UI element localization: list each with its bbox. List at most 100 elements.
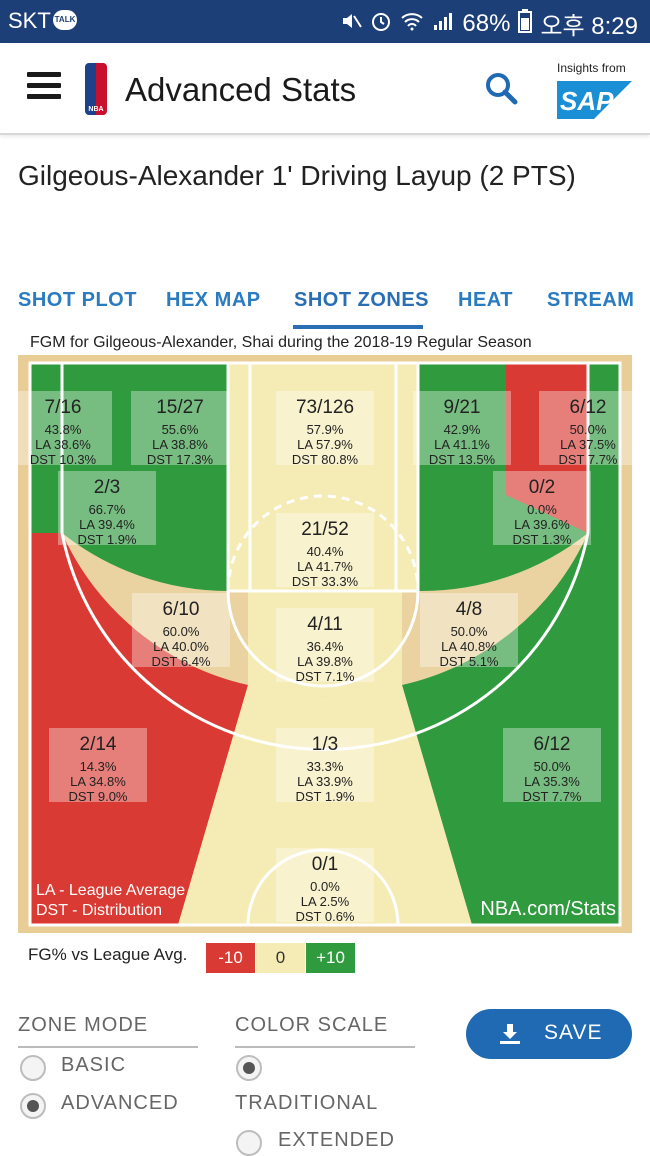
- zone-mode-basic-radio[interactable]: [20, 1055, 46, 1081]
- zone-left-wing-mid: 15/27 55.6%LA 38.8%DST 17.3%: [131, 391, 229, 467]
- sap-text: SAP: [560, 86, 614, 116]
- zone-dst: DST 13.5%: [429, 452, 496, 467]
- zone-la: LA 39.8%: [297, 654, 353, 669]
- zone-fg-pct: 57.9%: [307, 422, 344, 437]
- zone-dst: DST 1.9%: [77, 532, 136, 547]
- zone-fg-pct: 50.0%: [570, 422, 607, 437]
- zone-fgm-fga: 0/2: [529, 477, 555, 498]
- zone-fg-pct: 0.0%: [527, 502, 557, 517]
- zone-la: LA 38.8%: [152, 437, 208, 452]
- zone-right-elbow-mid: 4/8 50.0%LA 40.8%DST 5.1%: [420, 593, 518, 669]
- zone-mode-basic-label[interactable]: BASIC: [61, 1054, 127, 1076]
- clock: 오후 8:29: [540, 13, 638, 40]
- zone-fg-pct: 14.3%: [80, 759, 117, 774]
- court-lines: [28, 361, 622, 927]
- zone-label-box: [49, 728, 147, 802]
- zone-fgm-fga: 0/1: [312, 854, 338, 875]
- zone-left-corner-3: 7/16 43.8%LA 38.6%DST 10.3%: [18, 391, 112, 467]
- zone-region-4: [402, 533, 620, 925]
- insights-label: Insights from: [557, 61, 626, 75]
- download-icon: [500, 1024, 520, 1044]
- zone-la: LA 2.5%: [301, 894, 350, 909]
- zone-dst: DST 10.3%: [30, 452, 97, 467]
- zone-fgm-fga: 7/16: [45, 397, 82, 418]
- watermark: NBA.com/Stats: [480, 898, 616, 920]
- page-title: Gilgeous-Alexander 1' Driving Layup (2 P…: [18, 160, 576, 191]
- zone-fg-pct: 50.0%: [451, 624, 488, 639]
- zone-dst: DST 5.1%: [439, 654, 498, 669]
- zone-la: LA 41.1%: [434, 437, 490, 452]
- save-button[interactable]: SAVE: [466, 1009, 632, 1059]
- zone-right-corner-3: 6/12 50.0%LA 37.5%DST 7.7%: [539, 391, 632, 467]
- zone-region-8: [248, 591, 402, 697]
- zone-left-elbow-mid: 6/10 60.0%LA 40.0%DST 6.4%: [132, 593, 230, 669]
- zone-fgm-fga: 6/10: [163, 599, 200, 620]
- nba-logo: NBA: [85, 63, 107, 115]
- zone-label-box: [413, 391, 511, 465]
- zone-la: LA 40.8%: [441, 639, 497, 654]
- menu-icon[interactable]: [27, 72, 61, 100]
- zone-dst: DST 80.8%: [292, 452, 359, 467]
- zone-fg-pct: 0.0%: [310, 879, 340, 894]
- tab-heat[interactable]: HEAT: [458, 289, 513, 311]
- zone-region-7: [228, 363, 418, 591]
- color-scale-extended-radio[interactable]: [236, 1130, 262, 1156]
- zone-backcourt: 0/1 0.0%LA 2.5%DST 0.6%: [276, 848, 374, 924]
- zone-fg-pct: 33.3%: [307, 759, 344, 774]
- zone-dst: DST 33.3%: [292, 574, 359, 589]
- zone-fgm-fga: 4/11: [307, 614, 343, 635]
- zone-restricted-area: 73/126 57.9%LA 57.9%DST 80.8%: [276, 391, 374, 467]
- zone-dst: DST 6.4%: [151, 654, 210, 669]
- zone-fgm-fga: 21/52: [301, 519, 349, 540]
- zone-left-wing-3: 2/14 14.3%LA 34.8%DST 9.0%: [49, 728, 147, 804]
- zone-fgm-fga: 2/3: [94, 477, 120, 498]
- tab-hex-map[interactable]: HEX MAP: [166, 289, 261, 311]
- zone-right-wing-mid: 9/21 42.9%LA 41.1%DST 13.5%: [413, 391, 511, 467]
- zone-la: LA 33.9%: [297, 774, 353, 789]
- zone-region-1: [30, 363, 228, 591]
- zone-label-box: [420, 593, 518, 667]
- app-title: Advanced Stats: [125, 71, 357, 108]
- zone-la: LA 39.6%: [514, 517, 570, 532]
- zone-paint-non-ra: 21/52 40.4%LA 41.7%DST 33.3%: [276, 513, 374, 589]
- zone-region-6: [506, 363, 588, 533]
- chart-caption: FGM for Gilgeous-Alexander, Shai during …: [30, 334, 532, 351]
- legend-swatch-neutral: 0: [256, 943, 305, 973]
- zone-fgm-fga: 4/8: [456, 599, 482, 620]
- zone-la: LA 40.0%: [153, 639, 209, 654]
- zone-fg-pct: 50.0%: [534, 759, 571, 774]
- zone-mode-advanced-label[interactable]: ADVANCED: [61, 1092, 179, 1114]
- tab-shot-plot[interactable]: SHOT PLOT: [18, 289, 137, 311]
- zone-label-box: [276, 608, 374, 682]
- signal-icon: [432, 10, 454, 38]
- talk-badge-icon: TALK: [53, 10, 77, 30]
- tab-shot-zones[interactable]: SHOT ZONES: [294, 289, 430, 311]
- zone-dst: DST 7.7%: [558, 452, 617, 467]
- color-scale-traditional-radio[interactable]: [236, 1055, 262, 1081]
- mute-icon: [340, 10, 363, 38]
- zone-mode-advanced-radio[interactable]: [20, 1093, 46, 1119]
- zone-fgm-fga: 6/12: [570, 397, 607, 418]
- zone-top-key-3: 1/3 33.3%LA 33.9%DST 1.9%: [276, 728, 374, 804]
- zone-label-box: [493, 471, 591, 545]
- zone-dst: DST 7.7%: [522, 789, 581, 804]
- zone-right-wing-3: 6/12 50.0%LA 35.3%DST 7.7%: [503, 728, 601, 804]
- zone-label-box: [276, 848, 374, 922]
- search-icon[interactable]: [484, 71, 520, 107]
- color-scale-extended-label[interactable]: EXTENDED: [278, 1129, 395, 1151]
- zone-label-box: [503, 728, 601, 802]
- zone-dst: DST 1.9%: [295, 789, 354, 804]
- zone-region-5: [178, 685, 472, 925]
- color-scale-traditional-label[interactable]: TRADITIONAL: [235, 1092, 379, 1114]
- tab-stream[interactable]: STREAM: [547, 289, 635, 311]
- battery-icon: [518, 8, 533, 39]
- zone-la: LA 57.9%: [297, 437, 353, 452]
- zone-fgm-fga: 9/21: [444, 397, 481, 418]
- zone-region-3: [30, 533, 248, 925]
- zone-mode-divider: [18, 1046, 198, 1048]
- zone-left-baseline-mid: 2/3 66.7%LA 39.4%DST 1.9%: [58, 471, 156, 547]
- legend-title: FG% vs League Avg.: [28, 945, 188, 964]
- zone-fg-pct: 43.8%: [45, 422, 82, 437]
- zone-la: LA 39.4%: [79, 517, 135, 532]
